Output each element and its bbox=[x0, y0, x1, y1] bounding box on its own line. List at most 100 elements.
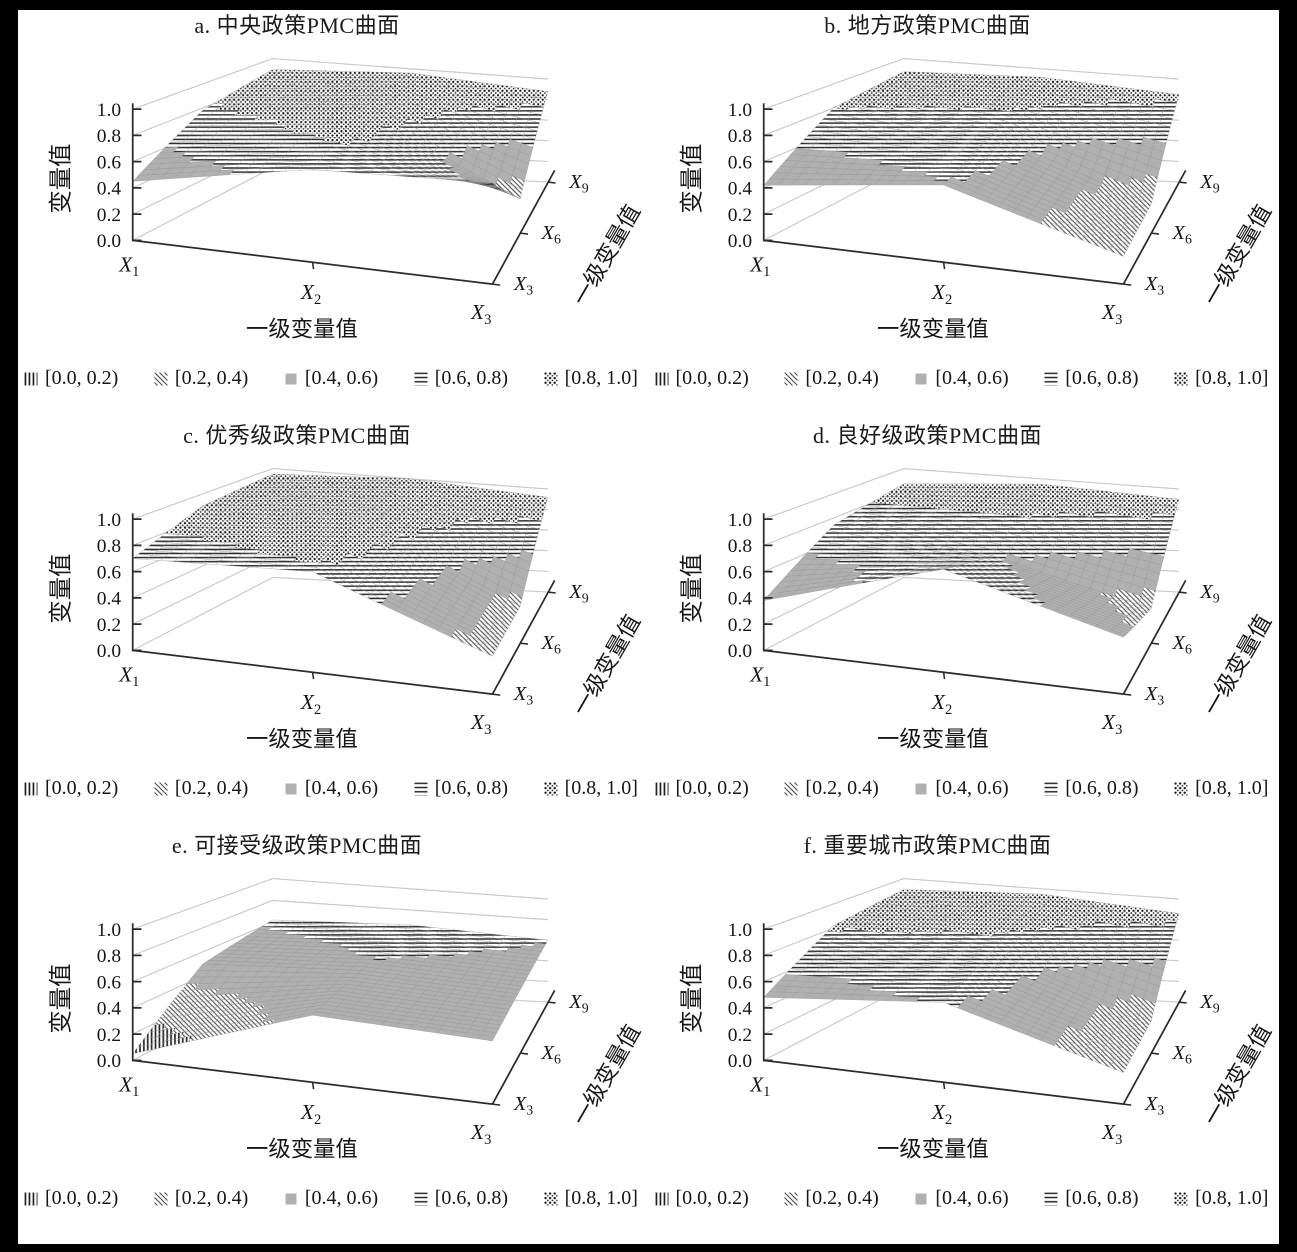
value-tick-label: 0.2 bbox=[727, 615, 751, 636]
value-tick-label: 0.0 bbox=[727, 1051, 751, 1072]
depth-tick bbox=[1122, 1103, 1131, 1106]
depth-axis-title: 一级变量值 bbox=[568, 610, 646, 719]
legend-label: [0.2, 0.4) bbox=[174, 367, 249, 389]
panel-f: f. 重要城市政策PMC曲面 0.0 0.2 0.4 0.6 0.8 1.0 变量值 X1 X2… bbox=[648, 830, 1279, 1240]
depth-tick-label: X3 bbox=[513, 683, 533, 708]
panel-e-title: e. 可接受级政策PMC曲面 bbox=[171, 833, 423, 858]
value-tick-label: 0.6 bbox=[97, 972, 122, 993]
x-tick-label: X2 bbox=[300, 280, 321, 308]
x-tick-label: X1 bbox=[118, 663, 139, 691]
depth-tick bbox=[520, 1052, 529, 1055]
legend-label: [0.8, 1.0] bbox=[1195, 367, 1269, 389]
legend-label: [0.2, 0.4) bbox=[805, 367, 879, 389]
surface-cell bbox=[1108, 246, 1126, 257]
x-axis-title: 一级变量值 bbox=[876, 727, 988, 752]
value-tick-label: 0.0 bbox=[97, 641, 121, 662]
depth-tick bbox=[1150, 642, 1159, 645]
depth-tick bbox=[1122, 693, 1131, 696]
depth-tick-label: X6 bbox=[541, 632, 561, 657]
surface-chart-d: 0.0 0.2 0.4 0.6 0.8 1.0 变量值 X1 X2 X3 一级变量值 X3 X6 X9 一级… bbox=[678, 467, 1276, 752]
depth-tick bbox=[520, 642, 529, 645]
x-tick-label: X3 bbox=[470, 300, 491, 328]
solid-gray-swatch-icon bbox=[915, 1193, 927, 1204]
value-tick-label: 0.6 bbox=[727, 972, 752, 993]
depth-tick-label: X6 bbox=[541, 222, 561, 247]
legend-item-2: [0.4, 0.6) bbox=[914, 777, 1009, 800]
legend-item-0: [0.0, 0.2) bbox=[655, 777, 749, 800]
depth-axis-title: 一级变量值 bbox=[568, 1020, 646, 1129]
value-tick-label: 0.8 bbox=[97, 946, 121, 967]
depth-axis-title: 一级变量值 bbox=[1198, 200, 1276, 309]
surface-cell bbox=[478, 645, 495, 657]
legend-item-2: [0.4, 0.6) bbox=[284, 367, 378, 390]
vertical-lines-swatch-icon bbox=[24, 372, 38, 385]
horizontal-lines-swatch-icon bbox=[414, 782, 428, 795]
depth-axis-title: 一级变量值 bbox=[1198, 610, 1276, 719]
surface-chart-b: 0.0 0.2 0.4 0.6 0.8 1.0 变量值 X1 X2 X3 一级变量值 X3 X6 X9 一级… bbox=[678, 57, 1276, 342]
dots-swatch-icon bbox=[544, 782, 558, 795]
legend-item-0: [0.0, 0.2) bbox=[655, 1187, 749, 1210]
legend-item-3: [0.6, 0.8) bbox=[414, 367, 508, 390]
legend-item-3: [0.6, 0.8) bbox=[414, 1187, 508, 1210]
diagonal-lines-swatch-icon bbox=[154, 372, 168, 385]
value-axis-title: 变量值 bbox=[678, 144, 705, 214]
panel-a-title: a. 中央政策PMC曲面 bbox=[194, 13, 400, 38]
panel-b-legend: [0.0, 0.2) [0.2, 0.4) [0.4, 0.6) [0.6, 0.8)… bbox=[649, 367, 1279, 390]
value-tick-label: 1.0 bbox=[97, 510, 121, 531]
depth-tick bbox=[547, 591, 556, 594]
legend-label: [0.4, 0.6) bbox=[304, 777, 379, 799]
legend-label: [0.4, 0.6) bbox=[935, 777, 1009, 799]
value-tick-label: 1.0 bbox=[727, 510, 751, 531]
value-tick-label: 0.8 bbox=[97, 536, 121, 557]
panel-d: d. 良好级政策PMC曲面 0.0 0.2 0.4 0.6 0.8 1.0 变量值 X1 X2 X… bbox=[648, 420, 1279, 830]
surface-chart-f: 0.0 0.2 0.4 0.6 0.8 1.0 变量值 X1 X2 X3 一级变量值 X3 X6 X9 一级… bbox=[678, 877, 1276, 1162]
surface-cell bbox=[478, 1034, 495, 1042]
x-tick-label: X3 bbox=[470, 710, 491, 738]
panel-c-title: c. 优秀级政策PMC曲面 bbox=[183, 423, 411, 448]
depth-tick-label: X6 bbox=[1171, 1042, 1191, 1067]
legend-label: [0.4, 0.6) bbox=[935, 367, 1009, 389]
vertical-lines-swatch-icon bbox=[655, 372, 668, 385]
legend-item-4: [0.8, 1.0] bbox=[544, 777, 638, 800]
value-tick-label: 1.0 bbox=[97, 100, 121, 121]
horizontal-lines-swatch-icon bbox=[414, 372, 428, 385]
surface-cell bbox=[1165, 497, 1179, 508]
legend-label: [0.6, 0.8) bbox=[1065, 1187, 1139, 1209]
legend-item-4: [0.8, 1.0] bbox=[544, 367, 638, 390]
depth-tick bbox=[1178, 1001, 1187, 1004]
value-tick-label: 0.0 bbox=[727, 231, 751, 252]
diagonal-lines-swatch-icon bbox=[784, 372, 798, 385]
depth-tick bbox=[1150, 232, 1159, 235]
surface-chart-a: 0.0 0.2 0.4 0.6 0.8 1.0 变量值 X1 X2 X3 一级变量值 X3 X6 X9 一级… bbox=[48, 57, 645, 342]
value-gridline bbox=[132, 877, 548, 930]
x-tick bbox=[311, 262, 315, 270]
legend-item-2: [0.4, 0.6) bbox=[284, 777, 378, 800]
x-tick bbox=[942, 672, 945, 680]
value-tick-label: 0.2 bbox=[97, 1025, 121, 1046]
value-tick-label: 0.4 bbox=[727, 589, 752, 610]
depth-tick-label: X9 bbox=[568, 171, 588, 196]
legend-label: [0.0, 0.2) bbox=[45, 1187, 119, 1209]
value-axis-title: 变量值 bbox=[48, 964, 75, 1034]
solid-gray-swatch-icon bbox=[915, 783, 927, 794]
legend-item-2: [0.4, 0.6) bbox=[914, 1187, 1009, 1210]
value-tick-label: 0.2 bbox=[727, 205, 751, 226]
depth-tick-label: X9 bbox=[1199, 581, 1219, 606]
vertical-lines-swatch-icon bbox=[655, 782, 668, 795]
legend-label: [0.8, 1.0] bbox=[1195, 777, 1269, 799]
vertical-lines-swatch-icon bbox=[24, 1192, 38, 1205]
value-gridline bbox=[763, 877, 1179, 930]
legend-item-3: [0.6, 0.8) bbox=[1044, 367, 1139, 390]
legend-item-3: [0.6, 0.8) bbox=[414, 777, 508, 800]
x-tick-label: X2 bbox=[930, 280, 951, 308]
value-tick-label: 0.2 bbox=[97, 205, 121, 226]
x-tick-label: X3 bbox=[1101, 1120, 1122, 1148]
panel-f-title: f. 重要城市政策PMC曲面 bbox=[803, 833, 1052, 858]
value-tick-label: 0.2 bbox=[97, 615, 121, 636]
legend-item-2: [0.4, 0.6) bbox=[914, 367, 1009, 390]
value-tick-label: 0.4 bbox=[727, 179, 752, 200]
solid-gray-swatch-icon bbox=[285, 1193, 297, 1204]
depth-tick bbox=[492, 693, 501, 696]
horizontal-lines-swatch-icon bbox=[1044, 372, 1058, 385]
panel-a: a. 中央政策PMC曲面 0.0 0.2 0.4 0.6 0.8 1.0 变量值 X1 X2 X3… bbox=[18, 10, 648, 420]
